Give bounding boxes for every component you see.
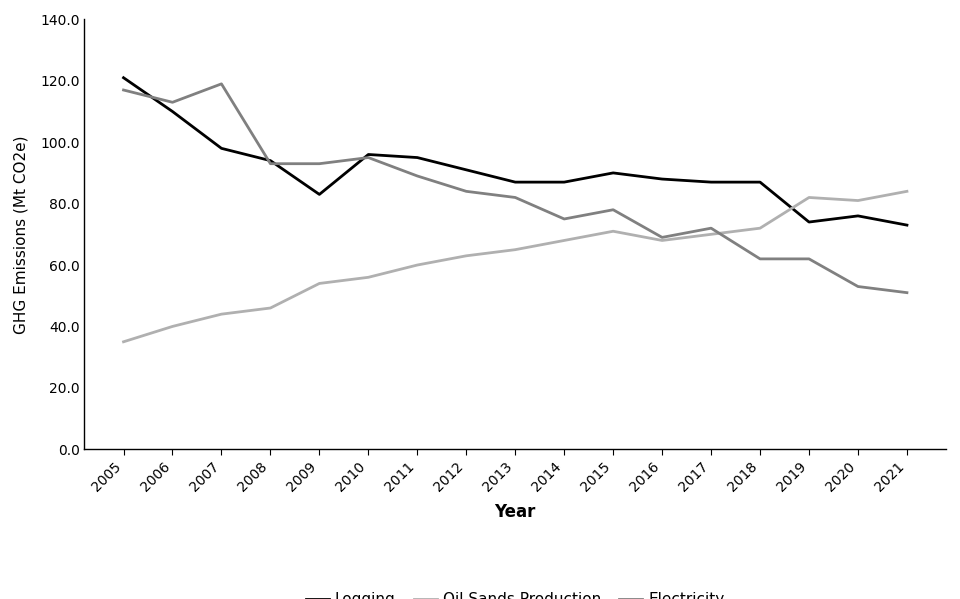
Oil Sands Production (265, 304, 276, 311)
Logging (118, 74, 130, 81)
Logging (216, 145, 228, 152)
Electricity (852, 283, 864, 290)
Line: Logging: Logging (124, 78, 907, 225)
Legend: Logging, Oil Sands Production, Electricity: Logging, Oil Sands Production, Electrici… (300, 586, 731, 599)
Electricity (412, 173, 423, 180)
Oil Sands Production (363, 274, 374, 281)
Logging (363, 151, 374, 158)
Logging (706, 179, 717, 186)
Line: Electricity: Electricity (124, 84, 907, 293)
Logging (167, 108, 179, 115)
Logging (755, 179, 766, 186)
Logging (314, 191, 325, 198)
Electricity (216, 80, 228, 87)
Logging (804, 219, 815, 226)
Logging (412, 154, 423, 161)
Oil Sands Production (412, 261, 423, 268)
Electricity (901, 289, 913, 297)
Electricity (559, 216, 570, 223)
Logging (510, 179, 521, 186)
Electricity (363, 154, 374, 161)
Electricity (265, 160, 276, 167)
Oil Sands Production (852, 197, 864, 204)
Oil Sands Production (706, 231, 717, 238)
Electricity (804, 255, 815, 262)
Electricity (510, 194, 521, 201)
Logging (901, 222, 913, 229)
Electricity (608, 206, 619, 213)
Oil Sands Production (657, 237, 668, 244)
Y-axis label: GHG Emissions (Mt CO2e): GHG Emissions (Mt CO2e) (13, 135, 29, 334)
Electricity (118, 86, 130, 93)
Oil Sands Production (461, 252, 472, 259)
Oil Sands Production (755, 225, 766, 232)
Electricity (657, 234, 668, 241)
Logging (608, 170, 619, 177)
Logging (559, 179, 570, 186)
Oil Sands Production (510, 246, 521, 253)
Oil Sands Production (118, 338, 130, 346)
Electricity (461, 187, 472, 195)
Electricity (314, 160, 325, 167)
Oil Sands Production (314, 280, 325, 287)
Oil Sands Production (901, 187, 913, 195)
Electricity (167, 99, 179, 106)
Line: Oil Sands Production: Oil Sands Production (124, 191, 907, 342)
Oil Sands Production (167, 323, 179, 330)
Oil Sands Production (804, 194, 815, 201)
Logging (657, 176, 668, 183)
Oil Sands Production (216, 310, 228, 317)
Oil Sands Production (608, 228, 619, 235)
Electricity (706, 225, 717, 232)
X-axis label: Year: Year (494, 503, 536, 521)
Logging (461, 167, 472, 174)
Logging (265, 157, 276, 164)
Electricity (755, 255, 766, 262)
Oil Sands Production (559, 237, 570, 244)
Logging (852, 212, 864, 219)
